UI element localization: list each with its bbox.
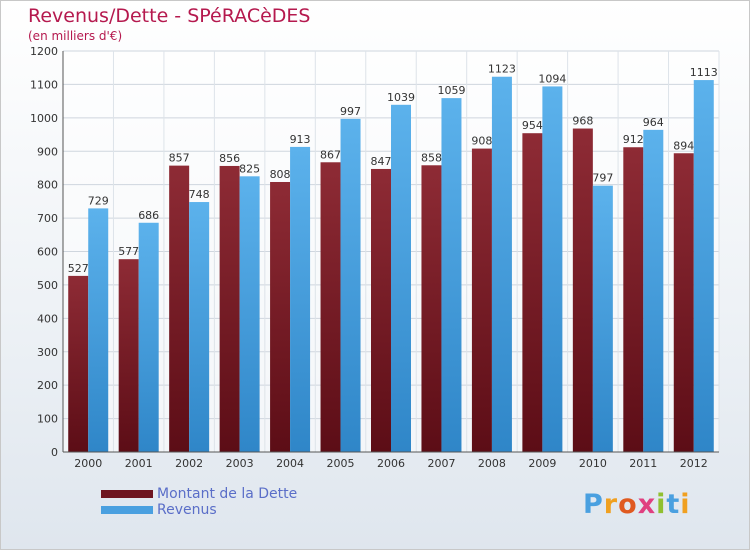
y-tick-label: 400 — [37, 312, 58, 325]
legend-label-debt: Montant de la Dette — [157, 486, 298, 502]
bar-debt — [68, 275, 89, 452]
y-tick-label: 100 — [37, 413, 58, 426]
bar-revenue — [542, 86, 563, 453]
x-tick-label: 2006 — [377, 457, 405, 470]
bar-debt — [572, 128, 593, 452]
data-label-revenue: 748 — [189, 188, 210, 201]
y-tick-label: 800 — [37, 179, 58, 192]
y-tick-label: 200 — [37, 379, 58, 392]
x-tick-label: 2009 — [528, 457, 556, 470]
bar-revenue — [239, 176, 260, 452]
logo-letter: o — [618, 489, 638, 520]
bar-debt — [522, 133, 543, 452]
axes: 0 100 200 300 400 500 600 700 800 900 1000 1100 1200… — [30, 45, 719, 470]
x-tick-label: 2007 — [427, 457, 455, 470]
data-label-revenue: 997 — [340, 105, 361, 118]
bar-debt — [169, 165, 190, 452]
legend-swatch-debt — [101, 490, 153, 498]
x-tick-label: 2002 — [175, 457, 203, 470]
logo-letter: x — [637, 489, 657, 520]
y-tick-label: 1100 — [30, 78, 58, 91]
bar-revenue — [189, 202, 210, 452]
x-tick-label: 2004 — [276, 457, 304, 470]
data-label-revenue: 1113 — [690, 66, 718, 79]
y-tick-label: 500 — [37, 279, 58, 292]
data-label-debt: 858 — [421, 151, 442, 164]
data-label-revenue: 1094 — [538, 72, 566, 85]
bar-revenue — [138, 222, 159, 452]
data-label-revenue: 1059 — [437, 84, 465, 97]
x-tick-label: 2010 — [579, 457, 607, 470]
x-tick-label: 2008 — [478, 457, 506, 470]
bar-debt — [673, 153, 694, 452]
data-label-debt: 857 — [169, 152, 190, 165]
y-tick-label: 900 — [37, 145, 58, 158]
data-label-revenue: 1039 — [387, 91, 415, 104]
bar-revenue — [441, 98, 462, 453]
data-label-debt: 847 — [371, 155, 392, 168]
y-tick-label: 1200 — [30, 45, 58, 58]
legend-label-revenue: Revenus — [157, 502, 217, 518]
bar-debt — [219, 165, 240, 452]
bar-revenue — [592, 185, 613, 452]
data-label-debt: 968 — [572, 115, 593, 128]
logo-letter: i — [680, 489, 691, 520]
x-tick-label: 2011 — [629, 457, 657, 470]
x-tick-label: 2000 — [74, 457, 102, 470]
x-tick-label: 2001 — [125, 457, 153, 470]
data-label-revenue: 729 — [88, 194, 109, 207]
bar-revenue — [88, 208, 109, 452]
bar-debt — [270, 181, 291, 452]
data-label-revenue: 1123 — [488, 63, 516, 76]
legend-swatch-revenue — [101, 506, 153, 514]
data-label-revenue: 964 — [643, 116, 664, 129]
logo-letter: t — [666, 489, 681, 520]
x-tick-label: 2003 — [226, 457, 254, 470]
data-label-debt: 912 — [623, 133, 644, 146]
logo-letter: P — [583, 489, 604, 520]
logo-letter: i — [656, 489, 667, 520]
bar-revenue — [643, 129, 664, 452]
y-tick-label: 300 — [37, 346, 58, 359]
bar-debt — [421, 165, 442, 452]
bar-debt — [471, 148, 492, 452]
data-label-revenue: 686 — [138, 209, 159, 222]
bar-revenue — [391, 104, 411, 452]
data-label-debt: 954 — [522, 119, 543, 132]
bar-debt — [371, 168, 391, 453]
data-label-debt: 867 — [320, 148, 341, 161]
data-label-debt: 808 — [270, 168, 291, 181]
data-label-debt: 577 — [118, 245, 139, 258]
proxiti-logo: Proxiti — [583, 489, 691, 520]
data-label-debt: 908 — [471, 135, 492, 148]
bar-revenue — [290, 146, 311, 453]
data-label-debt: 527 — [68, 262, 89, 275]
data-label-revenue: 913 — [290, 133, 311, 146]
data-label-debt: 856 — [219, 152, 240, 165]
chart-title: Revenus/Dette - SPéRACèDES — [28, 5, 311, 27]
bar-revenue — [491, 76, 512, 452]
bar-debt — [623, 147, 644, 453]
y-tick-label: 1000 — [30, 112, 58, 125]
data-label-debt: 894 — [673, 139, 694, 152]
x-tick-label: 2012 — [680, 457, 708, 470]
x-tick-label: 2005 — [327, 457, 355, 470]
bar-debt — [118, 259, 139, 452]
chart-subtitle: (en milliers d'€) — [28, 29, 123, 43]
y-tick-label: 0 — [51, 446, 58, 459]
data-label-revenue: 825 — [239, 162, 260, 175]
bar-revenue — [693, 80, 714, 452]
y-tick-label: 700 — [37, 212, 58, 225]
bar-debt — [320, 162, 341, 452]
data-label-revenue: 797 — [592, 172, 613, 185]
logo-letter: r — [603, 489, 619, 520]
y-tick-label: 600 — [37, 246, 58, 259]
bar-revenue — [340, 118, 361, 453]
bars — [68, 76, 714, 453]
